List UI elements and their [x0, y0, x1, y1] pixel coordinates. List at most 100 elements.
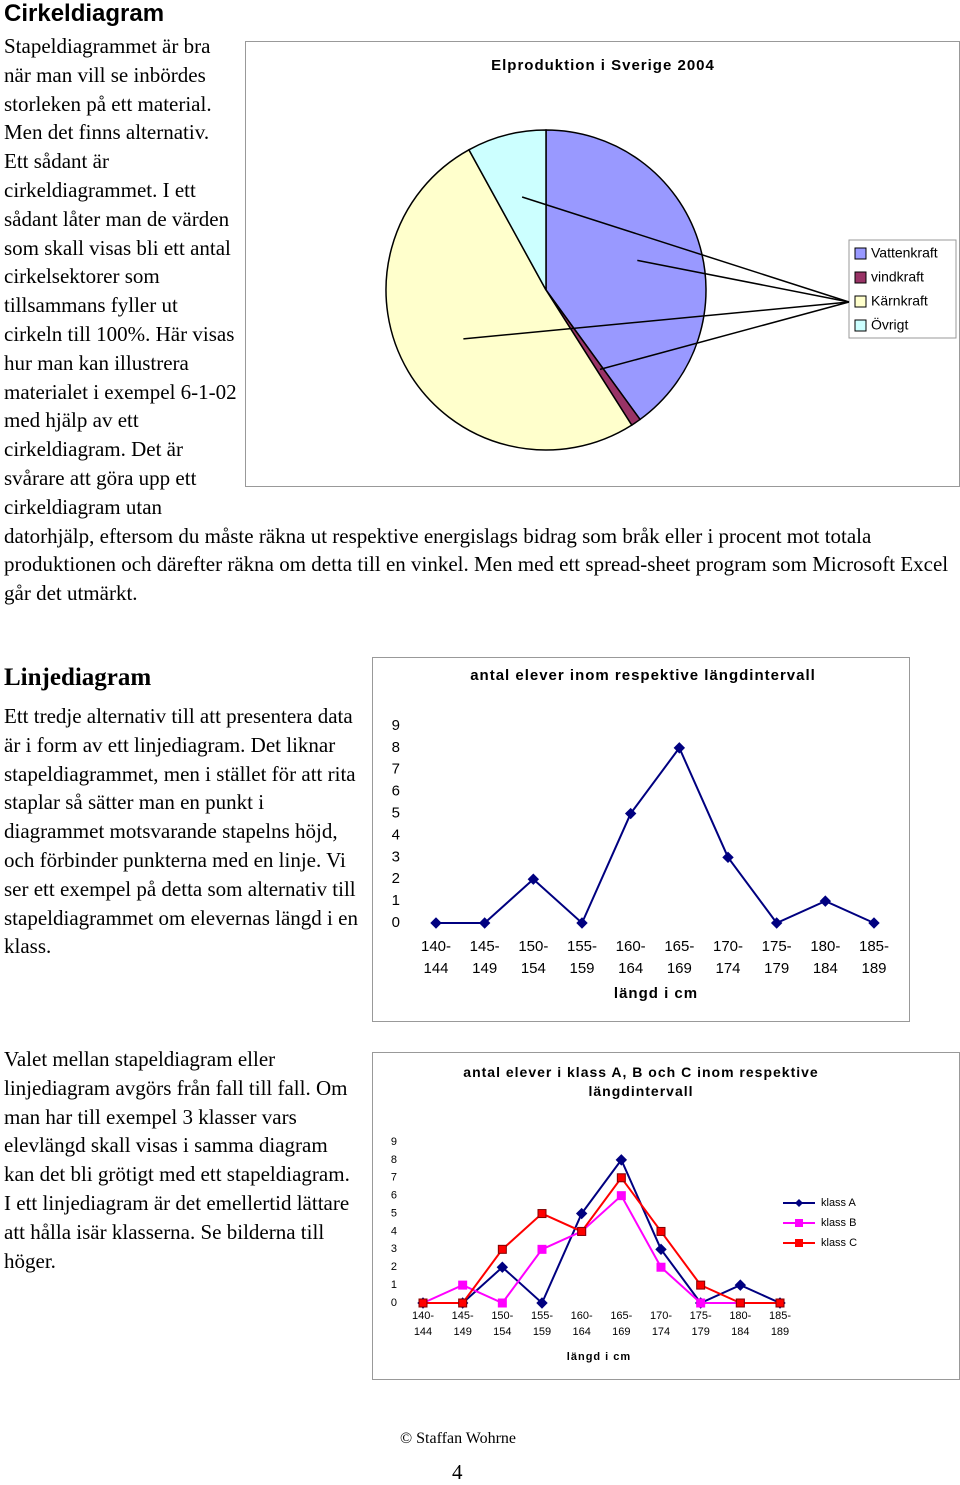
x-axis-label: längd i cm	[566, 1351, 632, 1363]
y-tick-label: 7	[391, 1172, 397, 1184]
y-tick-label: 3	[392, 848, 400, 865]
legend-marker	[795, 1199, 803, 1207]
leader-line	[463, 301, 850, 340]
y-tick-label: 1	[391, 1279, 397, 1291]
x-tick-label-box: 140-144	[420, 938, 452, 977]
x-tick-label: 170-174	[649, 1310, 673, 1338]
data-point	[537, 1244, 547, 1254]
data-point	[696, 1298, 706, 1308]
pie-slice	[385, 148, 633, 451]
data-point	[868, 917, 880, 929]
data-point	[616, 1173, 626, 1183]
x-tick-label-box: 150-154	[491, 1310, 513, 1338]
data-point	[418, 1298, 428, 1308]
copyright: © Staffan Wohrne	[400, 1430, 517, 1447]
x-tick-label-box: 185-189	[768, 1310, 792, 1338]
x-tick-label: 180-184	[729, 1310, 752, 1338]
y-tick-label: 2	[392, 870, 400, 887]
x-tick-label: 165-169	[610, 1310, 633, 1338]
y-tick-label: 3	[391, 1243, 397, 1255]
x-tick-label-box: 160-164	[615, 938, 646, 977]
x-tick-label: 180-184	[810, 938, 841, 977]
legend-swatch	[854, 295, 867, 308]
x-tick-label: 175-179	[689, 1310, 712, 1338]
legend-marker	[795, 1219, 803, 1227]
x-tick-label-box: 145-149	[470, 938, 500, 977]
pie-slice	[545, 129, 707, 421]
y-tick-label: 4	[392, 826, 400, 843]
x-axis-label-box: längd i cm	[566, 1351, 632, 1363]
y-tick-label: 2	[391, 1261, 397, 1273]
data-point	[722, 851, 734, 864]
data-point	[735, 1298, 745, 1308]
leader-line	[637, 259, 850, 303]
data-point	[819, 895, 832, 907]
x-tick-label: 140-144	[411, 1310, 435, 1338]
legend-box	[848, 239, 957, 339]
y-tick-label: 0	[392, 914, 400, 931]
x-tick-label-box: 180-184	[729, 1310, 752, 1338]
line-chart: antal elever inom respektive längdinterv…	[372, 657, 910, 1022]
x-tick-label-box: 165-169	[664, 938, 694, 977]
data-point	[655, 1243, 667, 1256]
data-point	[656, 1226, 666, 1236]
x-tick-label: 185-189	[768, 1310, 792, 1338]
y-tick-label: 0	[391, 1297, 397, 1309]
x-tick-label: 160-164	[570, 1310, 593, 1338]
y-tick-label: 4	[391, 1225, 397, 1237]
pie-slice	[467, 129, 547, 291]
section-pie: Cirkeldiagram Elproduktion i Sverige 200…	[4, 0, 960, 608]
x-tick-label: 145-149	[451, 1310, 474, 1338]
x-tick-label: 155-159	[530, 1310, 554, 1338]
x-tick-label: 185-189	[858, 938, 890, 977]
legend-label: vindkraft	[871, 269, 924, 285]
series-line	[436, 745, 875, 925]
data-point	[478, 917, 491, 929]
legend-swatch	[854, 271, 867, 284]
x-tick-label-box: 185-189	[858, 938, 890, 977]
x-axis-label: längd i cm	[613, 985, 699, 1002]
x-tick-label-box: 170-174	[649, 1310, 673, 1338]
data-point	[775, 1298, 785, 1308]
chart-title-box: antal elever inom respektive längdinterv…	[470, 667, 815, 684]
data-point	[537, 1209, 547, 1219]
data-point	[624, 807, 637, 820]
paragraph: Elproduktion i Sverige 2004 Vattenkraft vi…	[4, 32, 960, 608]
x-tick-label: 140-144	[420, 938, 452, 977]
data-point	[656, 1262, 666, 1272]
heading: Linjediagram	[4, 664, 152, 691]
series-line	[423, 1176, 780, 1304]
y-tick-label: 5	[392, 805, 400, 822]
data-point	[527, 873, 540, 885]
pie-chart: Elproduktion i Sverige 2004 Vattenkraft vi…	[245, 41, 960, 487]
legend-label: klass C	[821, 1237, 857, 1249]
data-point	[576, 917, 588, 929]
data-point	[536, 1297, 548, 1309]
data-point	[696, 1280, 706, 1290]
chart-title: Elproduktion i Sverige 2004	[491, 57, 715, 74]
x-tick-label-box: 150-154	[518, 938, 549, 977]
leader-line	[599, 301, 850, 371]
y-tick-label: 6	[391, 1190, 397, 1202]
data-point	[575, 1207, 588, 1220]
y-tick-label: 6	[392, 783, 400, 800]
paragraph: Ett tredje alternativ till att presenter…	[4, 704, 358, 959]
data-point	[497, 1298, 507, 1308]
data-point	[673, 742, 686, 754]
x-tick-label: 155-159	[566, 938, 598, 977]
x-tick-label-box: 145-149	[451, 1310, 474, 1338]
legend-label: Övrigt	[871, 316, 908, 333]
data-point	[615, 1154, 628, 1166]
x-tick-label: 150-154	[518, 938, 549, 977]
y-tick-label: 7	[392, 761, 400, 778]
data-point	[496, 1261, 509, 1273]
x-tick-label: 160-164	[615, 938, 646, 977]
y-tick-label: 9	[391, 1136, 397, 1148]
data-point	[770, 917, 783, 929]
x-tick-label-box: 155-159	[530, 1310, 554, 1338]
y-tick-label: 8	[391, 1154, 397, 1166]
legend-label: klass B	[821, 1217, 856, 1229]
chart-title-box: antal elever i klass A, B och C inom res…	[463, 1064, 817, 1099]
leader-line	[521, 196, 850, 303]
x-tick-label-box: 175-179	[762, 938, 792, 977]
